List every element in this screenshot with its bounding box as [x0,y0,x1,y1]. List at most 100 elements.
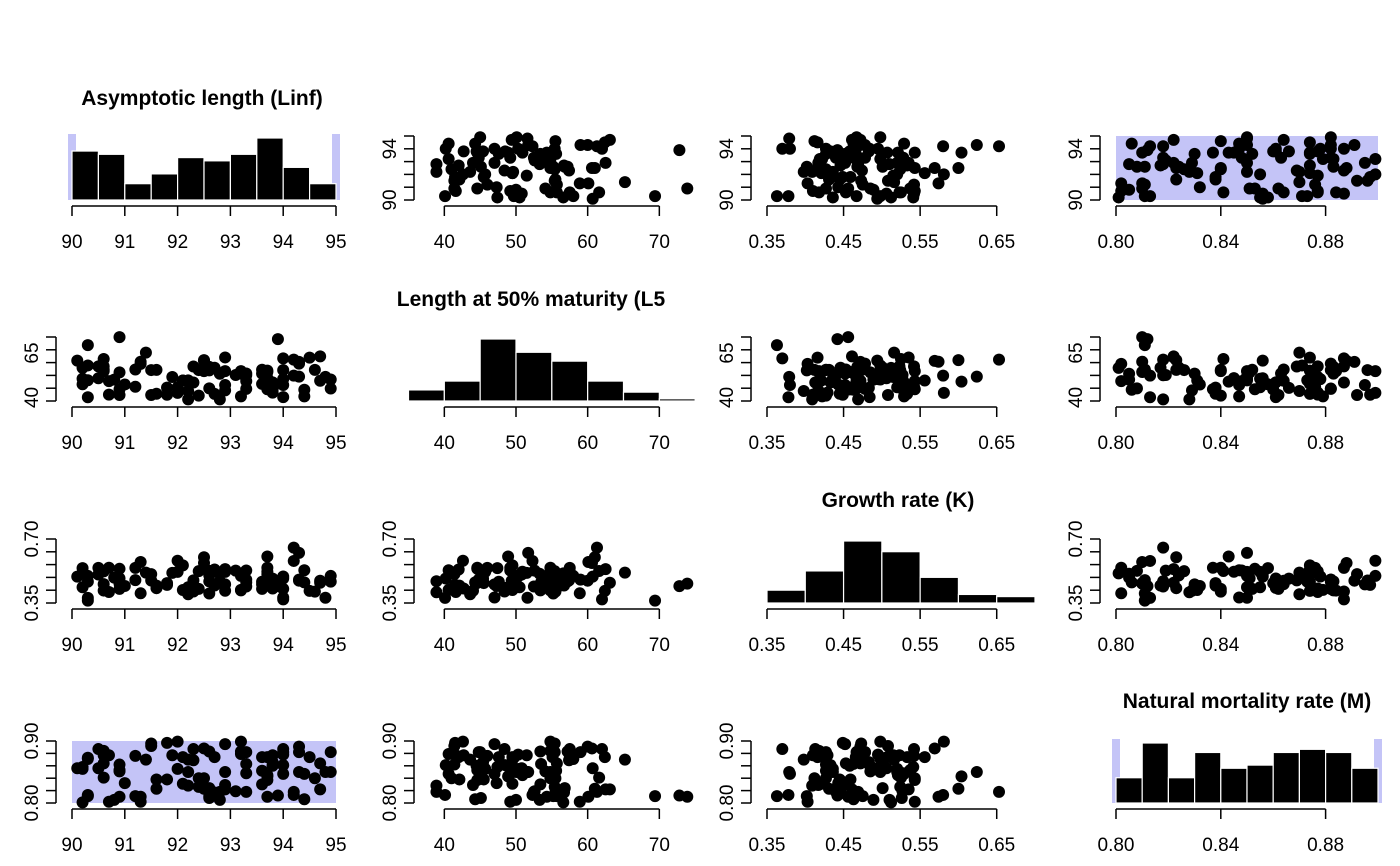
scatter-point [145,737,158,750]
scatter-point [908,772,921,785]
scatter-point [1277,133,1290,146]
y-tick-label: 0.70 [22,521,43,558]
scatter-point [1167,350,1180,363]
scatter-point [1157,393,1170,406]
panel-2-3: 0.80 0.84 0.88 0.35 0.70 [1066,521,1382,656]
scatter-point [1241,131,1253,144]
scatter-point [839,156,852,169]
x-tick-label: 0.45 [825,635,862,656]
scatter-point [874,766,887,778]
scatter-point [907,378,920,391]
scatter-point [213,793,226,806]
scatter-point [1293,566,1306,579]
scatter-point [490,777,503,790]
y-tick-label: 0.80 [717,785,738,822]
scatter-point [891,372,904,385]
scatter-point [324,766,337,778]
scatter-point [457,145,470,158]
y-tick-label: 0.35 [22,585,43,622]
scatter-point [1309,561,1322,574]
scatter-point [439,788,452,801]
scatter-point [1254,168,1267,181]
scatter-point [1136,355,1149,368]
y-tick-label: 90 [1066,189,1087,210]
scatter-point [203,575,216,588]
scatter-point [1183,393,1196,406]
x-tick-label: 90 [61,635,82,656]
scatter-point [883,158,896,171]
scatter-point [1115,357,1128,370]
x-tick-label: 95 [325,232,346,253]
scatter-point [516,565,529,578]
scatter-point [888,753,901,766]
scatter-point [1167,133,1180,146]
scatter-point [81,751,94,764]
x-tick-label: 70 [649,635,670,656]
scatter-point [113,758,126,771]
scatter-point [782,391,795,404]
scatter-point [1246,147,1259,160]
scatter-point [881,739,894,752]
scatter-point [845,133,858,146]
scatter-point [839,147,852,160]
scatter-point [928,162,941,174]
scatter-point [324,382,337,395]
scatter-point [1112,191,1125,204]
scatter-point [277,364,290,377]
scatter-point [770,339,783,352]
scatter-point [219,766,232,778]
scatter-point [819,388,832,401]
scatter-point [1337,593,1350,606]
scatter-point [1303,159,1316,172]
y-tick-label: 0.80 [380,785,401,822]
scatter-point [448,582,461,595]
scatter-point [928,742,941,755]
scatter-point [839,379,852,391]
scatter-point [472,151,485,164]
scatter-point [293,573,306,586]
x-tick-label: 60 [577,835,598,856]
scatter-point [867,793,880,806]
scatter-point [134,790,147,803]
scatter-point [800,160,813,173]
scatter-point [1241,373,1253,386]
scatter-point [885,796,898,809]
scatter-point [293,370,306,383]
scatter-point [811,751,824,764]
scatter-point [937,386,950,399]
scatter-point [1170,551,1183,564]
scatter-point [993,353,1006,366]
x-tick-label: 40 [434,433,455,454]
y-tick-label: 65 [1066,342,1087,363]
scatter-point [182,766,195,778]
scatter-point [1209,173,1222,186]
panel-0-0: 90 91 92 93 94 95 Asymptotic length (Linf) [61,87,346,253]
scatter-point [1311,386,1324,399]
scatter-point [1303,147,1316,160]
scatter-point [507,751,520,764]
scatter-point [97,771,110,784]
scatter-point [488,578,501,591]
scatter-point [145,364,158,377]
histogram-bar [658,398,696,402]
scatter-point [464,165,477,178]
scatter-point [1303,136,1316,149]
scatter-point [499,145,512,158]
scatter-point [548,737,561,750]
scatter-point [574,573,587,586]
scatter-point [324,746,337,759]
scatter-point [92,568,105,581]
scatter-point [1324,138,1337,151]
scatter-point [1254,565,1267,578]
scatter-point [833,173,846,186]
scatter-point [908,743,921,756]
scatter-point [1277,363,1290,376]
scatter-point [240,573,253,586]
scatter-point [955,375,968,388]
scatter-point [229,785,242,798]
scatter-point [474,131,487,144]
x-tick-label: 93 [220,835,241,856]
histogram-bar [842,540,883,604]
scatter-point [240,785,253,798]
scatter-point [797,753,810,766]
